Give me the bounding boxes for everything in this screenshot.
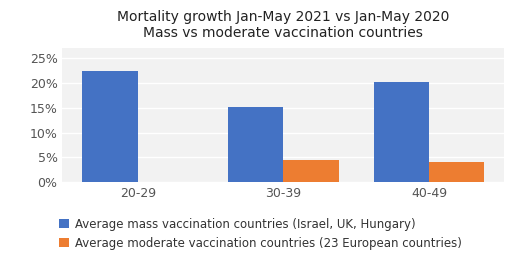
Title: Mortality growth Jan-May 2021 vs Jan-May 2020
Mass vs moderate vaccination count: Mortality growth Jan-May 2021 vs Jan-May… [117,10,450,40]
Bar [83,70,138,182]
Bar [228,107,283,182]
Bar [283,160,339,182]
Bar [429,162,484,182]
Bar [374,83,429,182]
Legend: Average mass vaccination countries (Israel, UK, Hungary), Average moderate vacci: Average mass vaccination countries (Isra… [59,218,462,250]
